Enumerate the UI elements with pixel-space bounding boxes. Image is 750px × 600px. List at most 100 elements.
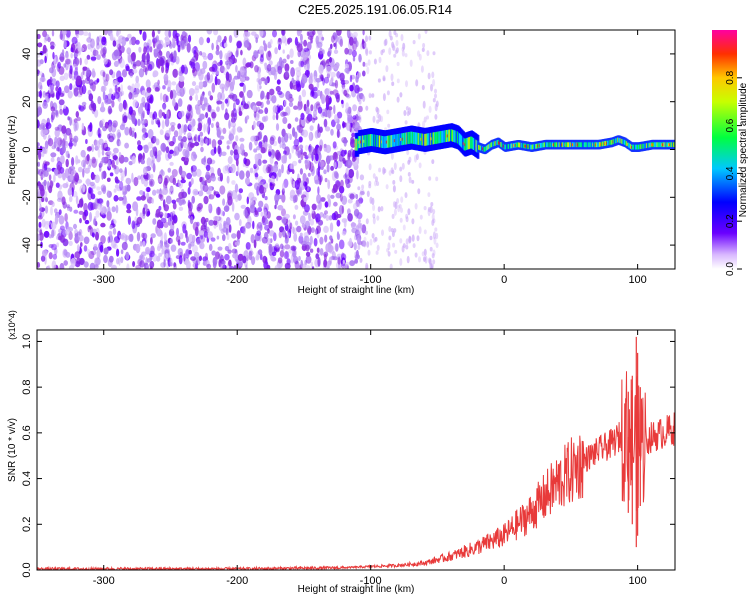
noise-blob [231,248,238,254]
noise-blob [391,43,395,51]
noise-blob [54,126,60,131]
noise-blob [96,249,101,259]
noise-blob [315,228,319,235]
noise-blob [253,50,258,58]
noise-blob [284,262,291,269]
noise-blob [160,55,166,64]
noise-blob [53,168,59,175]
noise-blob [126,209,132,214]
noise-blob [165,110,169,119]
noise-blob [81,122,85,131]
noise-blob [310,261,313,268]
noise-blob [298,136,303,143]
noise-blob [37,106,43,116]
noise-blob [373,58,377,65]
noise-blob [64,85,70,94]
noise-blob [288,101,294,108]
noise-blob [431,253,435,259]
noise-blob [300,117,306,127]
noise-blob [108,255,114,263]
noise-blob [203,123,206,133]
noise-blob [323,143,328,152]
noise-blob [46,79,52,85]
noise-blob [139,240,143,247]
noise-blob [393,208,397,216]
noise-blob [432,249,436,256]
noise-blob [283,99,287,107]
noise-blob [219,135,225,140]
noise-blob [324,210,328,215]
noise-blob [350,222,357,227]
noise-blob [150,173,154,179]
noise-blob [180,40,185,51]
noise-blob [37,119,40,129]
noise-blob [157,174,163,185]
noise-blob [51,260,57,269]
noise-blob [95,158,99,164]
noise-blob [396,78,400,84]
noise-blob [193,154,198,159]
snr-line [37,336,675,570]
noise-blob [253,182,260,191]
noise-blob [309,218,315,226]
noise-blob [215,49,220,56]
noise-blob [184,150,190,159]
noise-blob [365,35,368,42]
noise-blob [224,253,230,261]
noise-blob [269,136,275,145]
noise-blob [274,264,280,269]
noise-blob [125,235,129,241]
noise-blob [104,146,111,152]
noise-blob [267,44,272,49]
noise-blob [368,93,372,99]
noise-blob [70,52,73,59]
noise-blob [108,230,113,237]
noise-blob [201,94,205,100]
noise-blob [199,242,205,250]
noise-blob [130,114,136,123]
noise-blob [51,93,55,98]
noise-blob [185,114,189,124]
noise-blob [375,176,378,183]
noise-blob [215,193,221,198]
noise-blob [354,258,358,264]
noise-blob [276,79,281,85]
noise-blob [226,175,230,184]
noise-blob [407,208,411,216]
noise-blob [39,212,42,218]
noise-blob [298,159,302,164]
noise-blob [61,196,66,206]
noise-blob [131,155,136,165]
noise-blob [207,231,213,240]
noise-blob [42,101,48,109]
noise-blob [362,70,366,77]
noise-blob [345,121,351,131]
noise-blob [324,88,330,96]
noise-blob [198,122,203,130]
noise-blob [394,249,398,254]
noise-blob [227,156,233,165]
noise-blob [163,221,169,228]
noise-blob [149,250,155,258]
noise-blob [70,257,76,268]
bottom-y-axis-label: SNR (10 * v/v) [7,418,18,482]
noise-blob [217,246,223,251]
noise-blob [95,210,100,218]
noise-blob [171,199,177,204]
noise-blob [327,194,331,200]
noise-blob [217,145,221,155]
noise-blob [254,172,259,178]
noise-blob [236,40,243,48]
noise-blob [431,71,435,79]
noise-blob [264,196,268,201]
noise-blob [172,98,176,107]
noise-blob [245,264,248,269]
noise-blob [192,68,198,77]
noise-blob [219,65,225,72]
noise-blob [42,30,48,38]
noise-blob [287,38,291,45]
noise-blob [112,40,117,47]
noise-blob [292,180,296,188]
noise-blob [195,51,199,61]
noise-blob [107,150,112,156]
